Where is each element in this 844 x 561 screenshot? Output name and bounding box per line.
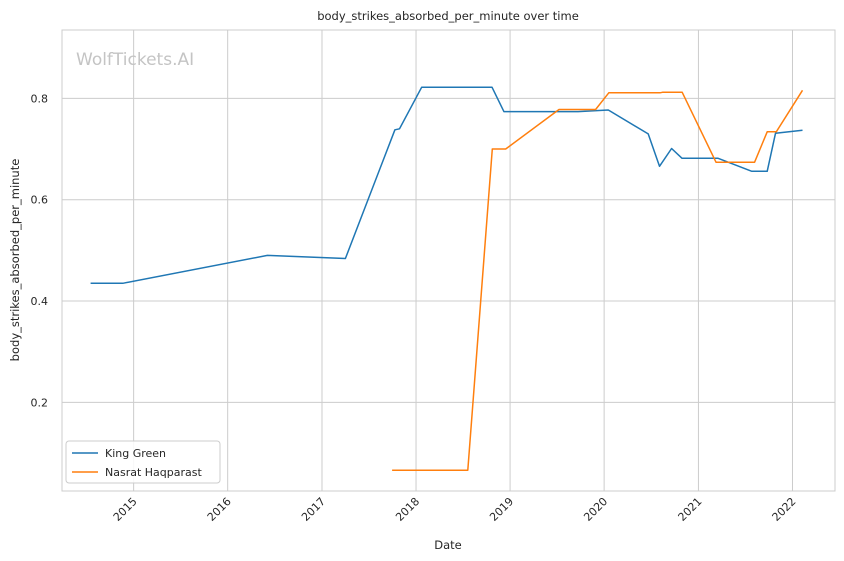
legend-label: Nasrat Haqparast [105,466,202,479]
series-line-1 [392,89,804,471]
y-axis-ticks: 0.2 0.4 0.6 0.8 [31,92,49,409]
y-tick-label: 0.8 [31,92,49,105]
legend-label: King Green [105,447,166,460]
y-tick-label: 0.4 [31,295,49,308]
legend: King Green Nasrat Haqparast [65,440,221,484]
series-lines [90,86,804,471]
watermark: WolfTickets.AI [76,50,194,70]
y-tick-label: 0.2 [31,396,49,409]
plot-frame [61,29,836,492]
chart-title: body_strikes_absorbed_per_minute over ti… [317,9,579,23]
legend-box [65,440,221,484]
series-line-0 [90,86,803,285]
x-axis-label: Date [434,538,462,552]
y-tick-label: 0.6 [31,194,49,207]
y-axis-label: body_strikes_absorbed_per_minute [8,159,22,362]
